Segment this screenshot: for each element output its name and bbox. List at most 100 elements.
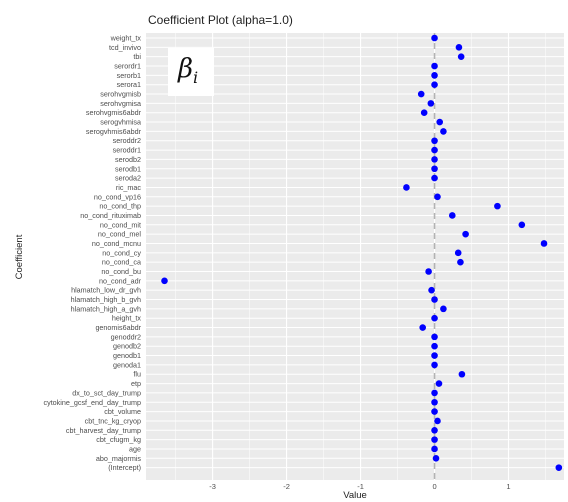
data-point (434, 417, 441, 425)
y-tick-label: seroda2 (115, 174, 141, 183)
data-point (419, 324, 426, 331)
y-tick-label: serora1 (117, 80, 141, 89)
y-tick-label: ric_mac (116, 183, 142, 192)
y-tick-label: no_cond_adr (99, 276, 142, 285)
data-point (458, 370, 466, 378)
y-tick-label: dx_to_sct_day_trump (72, 388, 141, 397)
data-point (436, 118, 444, 126)
data-point (431, 62, 438, 70)
data-point (431, 361, 438, 369)
data-point (457, 53, 465, 60)
plot-panel (146, 33, 564, 480)
y-tick-label: cbt_volume (104, 407, 141, 416)
y-tick-label: abo_majormis (96, 454, 142, 463)
y-tick-label: no_cond_mcnu (92, 239, 141, 248)
y-tick-label: no_cond_mel (98, 230, 142, 239)
y-tick-labels: weight_txtcd_invivotbiserordr1serorb1ser… (44, 34, 142, 473)
data-point (462, 230, 469, 238)
data-point (431, 436, 438, 443)
y-axis-label: Coefficient (14, 234, 25, 279)
y-tick-label: cbt_cfugm_kg (96, 435, 141, 444)
data-points (161, 34, 563, 471)
y-tick-label: cbt_tnc_kg_cryop (85, 416, 141, 425)
y-tick-label: serogvhmis6abdr (86, 127, 142, 136)
y-tick-label: (Intercept) (108, 463, 141, 472)
data-point (431, 137, 438, 145)
x-axis-label: Value (343, 490, 367, 501)
data-point (431, 445, 438, 453)
data-point (455, 44, 463, 51)
data-point (431, 146, 438, 154)
y-tick-label: no_cond_vp16 (94, 192, 141, 201)
y-tick-label: serodb2 (115, 155, 141, 164)
data-point (494, 202, 501, 210)
y-tick-label: genomis6abdr (95, 323, 141, 332)
data-point (432, 455, 440, 462)
y-tick-label: age (129, 444, 141, 453)
data-point (555, 464, 563, 471)
y-tick-label: serohvgmisa (100, 99, 141, 108)
data-point (440, 128, 447, 135)
y-tick-label: cytokine_gcsf_end_day_trump (44, 398, 142, 407)
y-tick-label: cbt_harvest_day_trump (66, 426, 141, 435)
y-tick-label: no_cond_bu (101, 267, 141, 276)
y-tick-label: serorb1 (117, 71, 141, 80)
y-tick-label: tbi (133, 52, 141, 61)
data-point (518, 221, 526, 229)
y-tick-label: seroddr2 (113, 136, 141, 145)
data-point (431, 314, 438, 322)
data-point (431, 398, 438, 406)
data-point (540, 240, 548, 247)
y-tick-label: height_tx (112, 314, 142, 323)
x-tick-label: -1 (357, 482, 364, 491)
data-point (431, 72, 438, 79)
y-tick-label: seroddr1 (113, 146, 141, 155)
data-point (431, 333, 438, 341)
y-tick-label: tcd_invivo (109, 43, 141, 52)
y-tick-label: serordr1 (114, 62, 141, 71)
y-tick-label: no_cond_thp (99, 202, 141, 211)
y-tick-label: serodb1 (115, 164, 141, 173)
y-tick-label: flu (133, 370, 141, 379)
y-tick-label: serogvhmisa (100, 118, 141, 127)
y-tick-label: no_cond_cy (102, 248, 141, 257)
data-point (425, 268, 432, 275)
y-tick-label: serohvgmis6abdr (86, 108, 142, 117)
data-point (435, 380, 443, 387)
data-point (457, 258, 464, 266)
data-point (448, 212, 456, 219)
x-tick-labels: -3 -2 -1 0 1 (209, 482, 510, 491)
data-point (431, 389, 438, 397)
beta-symbol: β (178, 54, 194, 84)
data-point (431, 426, 438, 434)
data-point (440, 305, 447, 313)
data-point (434, 193, 441, 201)
data-point (417, 90, 425, 98)
data-point (454, 249, 462, 257)
y-tick-label: genodb2 (113, 342, 141, 351)
x-tick-label: -2 (283, 482, 290, 491)
data-point (431, 81, 438, 88)
y-tick-label: no_cond_rituximab (80, 211, 141, 220)
y-tick-label: genoddr2 (111, 332, 141, 341)
y-tick-label: hlamatch_low_dr_gvh (71, 286, 141, 295)
data-point (431, 34, 438, 42)
data-point (403, 184, 410, 191)
data-point (431, 408, 438, 415)
data-point (431, 342, 438, 350)
y-tick-label: weight_tx (110, 34, 142, 43)
y-tick-label: serohvgmisb (100, 90, 141, 99)
y-tick-label: etp (131, 379, 141, 388)
annotation-box (168, 48, 214, 96)
y-tick-label: hlamatch_high_b_gvh (71, 295, 141, 304)
data-point (420, 109, 428, 117)
y-tick-label: genoda1 (113, 360, 141, 369)
y-tick-label: no_cond_ca (102, 258, 141, 267)
y-tick-label: no_cond_mit (100, 220, 141, 229)
data-point (431, 156, 438, 163)
y-tick-label: hlamatch_high_a_gvh (71, 304, 141, 313)
data-point (427, 100, 435, 107)
x-tick-label: 1 (506, 482, 510, 491)
data-point (431, 296, 438, 303)
